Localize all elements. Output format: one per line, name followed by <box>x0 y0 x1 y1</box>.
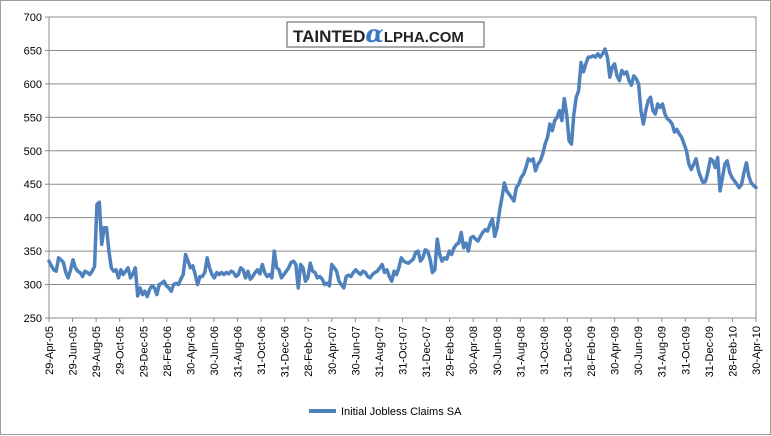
x-tick-label: 30-Jun-09 <box>633 326 645 376</box>
x-tick-label: 30-Apr-10 <box>751 326 763 375</box>
x-tick-label: 31-Dec-09 <box>704 326 716 377</box>
gridlines <box>49 16 756 319</box>
x-tick-label: 29-Dec-05 <box>138 326 150 377</box>
x-tick-label: 31-Oct-09 <box>680 326 692 375</box>
x-tick-label: 31-Aug-08 <box>515 326 527 377</box>
x-tick-label: 29-Apr-05 <box>44 326 56 375</box>
x-tick-label: 28-Feb-09 <box>586 326 598 377</box>
y-tick-label: 450 <box>24 179 42 191</box>
x-tick-label: 30-Jun-06 <box>209 326 221 376</box>
legend: Initial Jobless Claims SA <box>309 406 462 418</box>
logo-box <box>286 21 485 48</box>
y-tick-label: 650 <box>24 45 42 57</box>
y-axis-ticks: 250 300 350 400 450 500 550 600 650 700 <box>24 12 49 325</box>
x-tick-label: 29-Oct-05 <box>115 326 127 375</box>
logo-text: TAINTEDαLPHA.COM <box>293 19 464 48</box>
x-tick-label: 31-Aug-06 <box>233 326 245 377</box>
x-tick-label: 29-Jun-05 <box>68 326 80 376</box>
x-tick-label: 30-Jun-07 <box>350 326 362 376</box>
logo-alpha-glyph: α <box>365 19 383 48</box>
x-tick-label: 30-Apr-09 <box>610 326 622 375</box>
x-tick-label: 29-Aug-05 <box>91 326 103 377</box>
x-tick-label: 31-Oct-07 <box>398 326 410 375</box>
x-tick-label: 31-Aug-09 <box>657 326 669 377</box>
y-tick-label: 500 <box>24 146 42 158</box>
y-tick-label: 350 <box>24 246 42 258</box>
y-tick-label: 700 <box>24 12 42 24</box>
x-tick-label: 31-Aug-07 <box>374 326 386 377</box>
y-tick-label: 600 <box>24 79 42 91</box>
y-tick-label: 300 <box>24 280 42 292</box>
logo: TAINTEDαLPHA.COM <box>286 19 485 48</box>
y-tick-label: 550 <box>24 112 42 124</box>
x-tick-label: 30-Jun-08 <box>492 326 504 376</box>
x-tick-label: 31-Oct-08 <box>539 326 551 375</box>
x-tick-label: 30-Apr-08 <box>468 326 480 375</box>
x-tick-label: 29-Feb-08 <box>445 326 457 377</box>
x-tick-label: 31-Dec-07 <box>421 326 433 377</box>
x-tick-label: 28-Feb-07 <box>303 326 315 377</box>
x-tick-label: 28-Feb-06 <box>162 326 174 377</box>
plot-area <box>48 16 757 319</box>
x-axis-ticks: 29-Apr-05 29-Jun-05 29-Aug-05 29-Oct-05 29-D… <box>44 318 763 377</box>
logo-suffix: LPHA.COM <box>384 29 464 46</box>
x-tick-label: 31-Dec-06 <box>280 326 292 377</box>
y-tick-label: 250 <box>24 313 42 325</box>
x-tick-label: 28-Feb-10 <box>727 326 739 377</box>
series-layer <box>47 47 758 299</box>
x-tick-label: 31-Oct-06 <box>256 326 268 375</box>
legend-label: Initial Jobless Claims SA <box>341 406 462 418</box>
plot-area-border <box>48 16 757 319</box>
x-tick-label: 30-Apr-06 <box>185 326 197 375</box>
logo-prefix: TAINTED <box>293 27 365 46</box>
series-line-initial-jobless-claims <box>47 47 758 299</box>
y-tick-label: 400 <box>24 213 42 225</box>
x-tick-label: 30-Apr-07 <box>327 326 339 375</box>
x-tick-label: 31-Dec-08 <box>562 326 574 377</box>
